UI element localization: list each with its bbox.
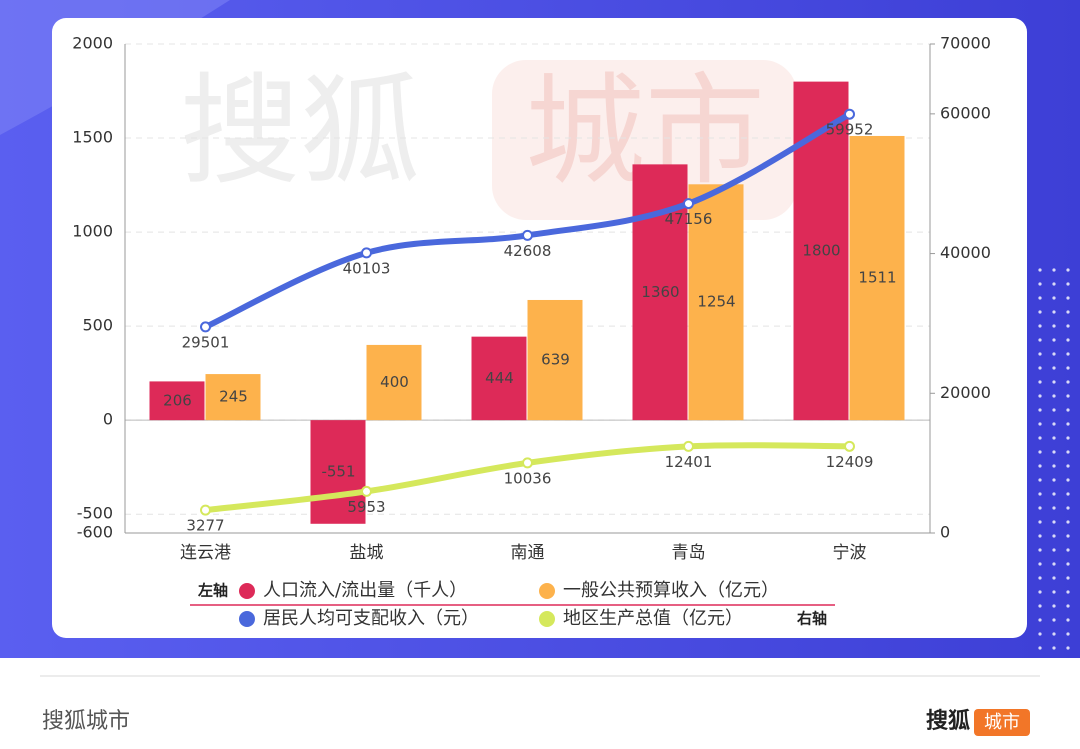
bar-label: 1511: [858, 269, 896, 287]
point-label: 59952: [826, 121, 874, 139]
x-tick-label: 南通: [511, 543, 545, 563]
bar-label: 245: [219, 388, 248, 406]
bar-label: 639: [541, 351, 570, 369]
legend-marker: [239, 583, 255, 599]
x-tick-label: 青岛: [672, 543, 706, 563]
legend-label: 地区生产总值（亿元）: [563, 608, 743, 629]
point-label: 12401: [665, 453, 713, 471]
x-tick-label: 连云港: [180, 543, 231, 563]
legend-marker: [239, 611, 255, 627]
bar: [366, 344, 422, 421]
footer-logo: 搜狐: [926, 708, 970, 734]
bar: [310, 420, 366, 524]
point-label: 40103: [343, 259, 391, 277]
legend-label: 居民人均可支配收入（元）: [263, 608, 479, 629]
point-label: 5953: [347, 498, 385, 516]
bar-label: 400: [380, 373, 409, 391]
y2-tick-label: 70000: [940, 34, 991, 53]
line-point: [522, 457, 533, 469]
footer-source: 搜狐城市: [42, 709, 130, 734]
legend-marker: [539, 583, 555, 599]
bar: [205, 374, 261, 421]
y-tick-label: -500: [77, 504, 113, 523]
point-label: 47156: [665, 210, 713, 228]
point-label: 12409: [826, 453, 874, 471]
bar-label: 444: [485, 369, 514, 387]
watermark-box: [492, 60, 797, 220]
legend-note: 右轴: [797, 610, 827, 628]
logo-badge-bg: [974, 709, 1030, 736]
legend-marker: [539, 611, 555, 627]
y2-tick-label: 20000: [940, 383, 991, 402]
bar: [471, 336, 527, 421]
bar-label: 1254: [697, 293, 735, 311]
line-point: [844, 108, 855, 120]
bar: [149, 381, 205, 421]
bar-label: 1800: [802, 241, 840, 259]
legend-note: 左轴: [197, 582, 228, 600]
line-point: [200, 321, 211, 333]
bar-label: 206: [163, 391, 192, 409]
point-label: 10036: [504, 469, 552, 487]
bar-label: -551: [321, 462, 355, 480]
footer-logo-badge: 城市: [984, 712, 1020, 733]
line-point: [361, 485, 372, 497]
point-label: 3277: [186, 517, 224, 535]
legend-label: 一般公共预算收入（亿元）: [563, 580, 779, 601]
line-point: [683, 198, 694, 210]
line-point: [361, 247, 372, 259]
y2-tick-label: 60000: [940, 103, 991, 122]
bar: [849, 135, 905, 421]
bg-dots: [1030, 260, 1080, 658]
line-point: [200, 504, 211, 516]
y-tick-label: 2000: [72, 34, 113, 53]
y-tick-label: 1500: [72, 128, 113, 147]
y-tick-label: 0: [103, 410, 113, 429]
bar: [527, 299, 583, 421]
y2-tick-label: 40000: [940, 243, 991, 262]
x-tick-label: 宁波: [833, 543, 867, 563]
point-label: 29501: [182, 333, 230, 351]
y-tick-label: -600: [77, 523, 113, 542]
watermark: 搜狐: [180, 63, 420, 202]
line-point: [844, 440, 855, 452]
y-tick-label: 500: [82, 316, 113, 335]
y2-tick-label: 0: [940, 523, 950, 542]
bar: [793, 81, 849, 421]
bar: [688, 184, 744, 421]
line-point: [683, 440, 694, 452]
x-tick-label: 盐城: [350, 543, 384, 563]
legend-label: 人口流入/流出量（千人）: [263, 580, 467, 601]
y-tick-label: 1000: [72, 222, 113, 241]
line-point: [522, 229, 533, 241]
point-label: 42608: [504, 242, 552, 260]
bar-label: 1360: [641, 283, 679, 301]
